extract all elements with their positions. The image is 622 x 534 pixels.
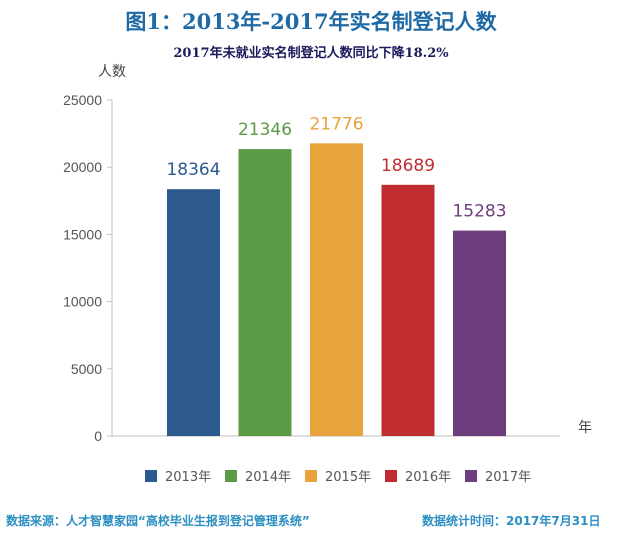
bar-2016年 xyxy=(381,184,435,436)
data-label-2015年: 21776 xyxy=(309,114,363,134)
stat-time-note: 数据统计时间：2017年7月31日 xyxy=(422,514,601,528)
y-tick-label: 10000 xyxy=(63,294,102,310)
y-tick-label: 5000 xyxy=(71,361,102,377)
bar-2014年 xyxy=(238,149,292,437)
bar-2013年 xyxy=(167,189,220,436)
chart-subtitle: 2017年未就业实名制登记人数同比下降18.2% xyxy=(173,46,449,61)
y-tick-label: 0 xyxy=(94,428,102,444)
legend-swatch-2017年 xyxy=(465,470,477,482)
legend-label-2017年: 2017年 xyxy=(485,470,531,485)
legend-label-2014年: 2014年 xyxy=(245,470,291,485)
y-tick-label: 15000 xyxy=(63,226,102,242)
data-source-note: 数据来源：人才智慧家园“高校毕业生报到登记管理系统” xyxy=(6,514,310,528)
bar-2015年 xyxy=(310,143,363,436)
data-label-2013年: 18364 xyxy=(166,160,220,180)
data-label-2016年: 18689 xyxy=(381,156,435,176)
bar-2017年 xyxy=(453,230,506,436)
legend-swatch-2015年 xyxy=(305,470,317,482)
legend-swatch-2016年 xyxy=(385,470,397,482)
data-label-2014年: 21346 xyxy=(238,120,292,140)
legend-label-2013年: 2013年 xyxy=(165,470,211,485)
y-axis-title: 人数 xyxy=(98,64,126,80)
data-label-2017年: 15283 xyxy=(452,202,506,222)
legend-label-2016年: 2016年 xyxy=(405,470,451,485)
x-axis-title: 年 xyxy=(578,420,592,436)
legend-swatch-2013年 xyxy=(145,470,157,482)
legend-swatch-2014年 xyxy=(225,470,237,482)
chart-title: 图1：2013年-2017年实名制登记人数 xyxy=(125,9,497,34)
legend-label-2015年: 2015年 xyxy=(325,470,371,485)
y-tick-label: 20000 xyxy=(63,159,102,175)
y-tick-label: 25000 xyxy=(63,92,102,108)
